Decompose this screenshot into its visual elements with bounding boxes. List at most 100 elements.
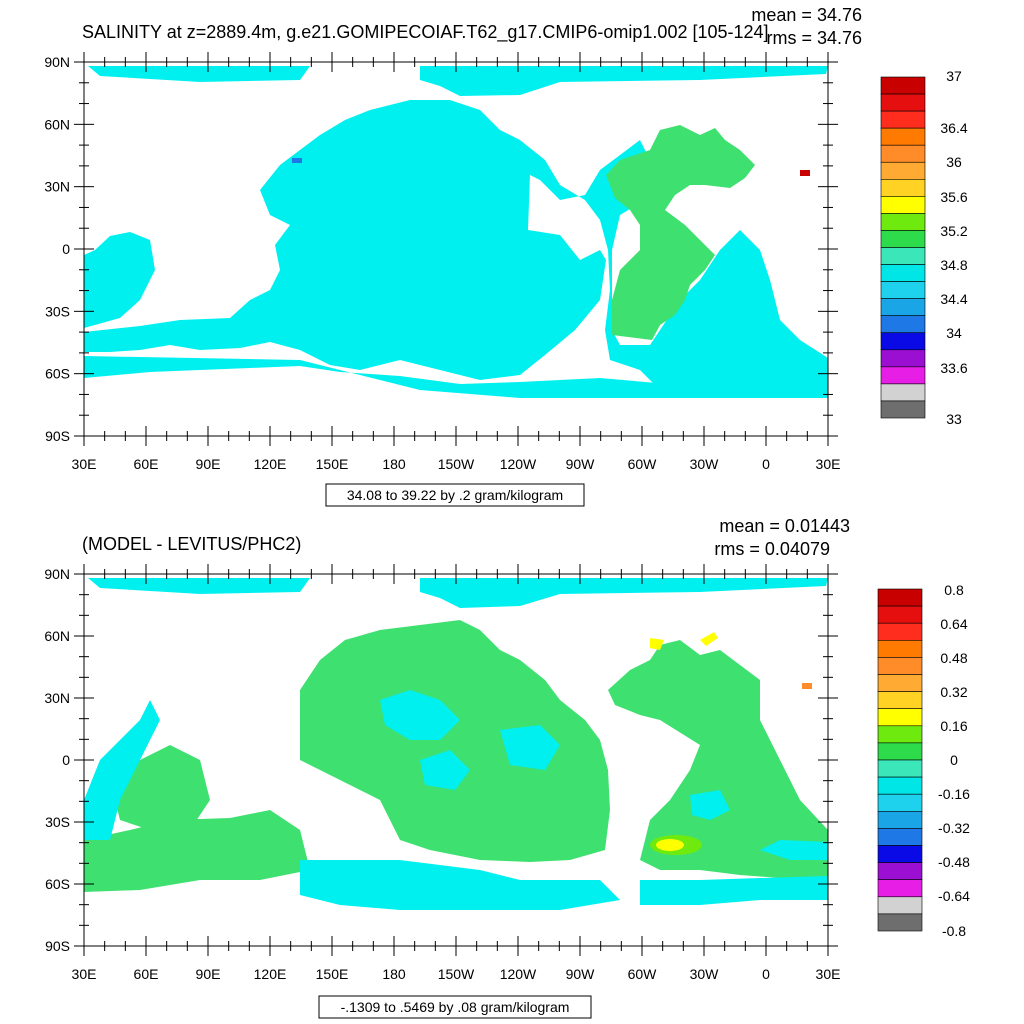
colorbar-label: -0.8 xyxy=(942,923,966,939)
lat-label: 90N xyxy=(44,566,70,582)
colorbar-label: 0.64 xyxy=(940,616,967,632)
colorbar-swatch xyxy=(880,230,926,248)
bottom-title: (MODEL - LEVITUS/PHC2) xyxy=(82,534,301,554)
colorbar-swatch xyxy=(877,913,923,932)
colorbar-label: -0.16 xyxy=(938,786,970,802)
colorbar-swatch xyxy=(877,639,923,658)
top-range-box xyxy=(325,483,585,507)
top-range-text: 34.08 to 39.22 by .2 gram/kilogram xyxy=(347,487,563,503)
lon-label: 150E xyxy=(316,456,349,472)
bottom-yellow-north2 xyxy=(700,632,718,646)
top-lon-labels: 30E 60E 90E 120E 150E 180 150W 120W 90W 60W 30W 0 30… xyxy=(72,456,841,472)
lat-label: 60S xyxy=(45,876,70,892)
top-title: SALINITY at z=2889.4m, g.e21.GOMIPECOIAF… xyxy=(82,22,769,43)
colorbar-swatch xyxy=(880,383,926,402)
lon-label: 30E xyxy=(72,456,97,472)
colorbar-label: 36 xyxy=(946,154,962,170)
top-mean: mean = 34.76 xyxy=(751,5,862,25)
lat-label: 60N xyxy=(44,628,70,644)
lat-label: 90S xyxy=(45,938,70,954)
colorbar-swatch xyxy=(880,332,926,351)
bottom-anomaly-yellow xyxy=(656,839,684,851)
colorbar-swatch xyxy=(877,828,923,846)
bottom-arctic-strip xyxy=(88,578,828,608)
colorbar-label: 0.8 xyxy=(944,582,964,598)
lat-label: 30S xyxy=(45,814,70,830)
bottom-colorbar: 0.8 0.64 0.48 0.32 0.16 0 -0.16 -0.32 -0.48 -0.64… xyxy=(877,582,970,939)
lon-label: 180 xyxy=(382,966,406,982)
colorbar-swatch xyxy=(877,896,923,915)
lon-label: 120E xyxy=(254,456,287,472)
colorbar-swatch xyxy=(877,725,923,744)
lon-label: 30W xyxy=(690,456,720,472)
colorbar-swatch xyxy=(880,110,926,129)
top-med-dot xyxy=(800,170,810,176)
top-lat-labels: 90N 60N 30N 0 30S 60S 90S xyxy=(44,54,70,444)
bottom-lon-labels: 30E 60E 90E 120E 150E 180 150W 120W 90W 60W 30W 0 30… xyxy=(72,966,841,982)
colorbar-swatch xyxy=(877,845,923,863)
colorbar-swatch xyxy=(880,196,926,214)
bottom-axis-ticks xyxy=(74,564,838,956)
colorbar-swatch xyxy=(880,400,926,419)
colorbar-swatch xyxy=(880,349,926,368)
lat-label: 60N xyxy=(44,116,70,132)
colorbar-swatch xyxy=(880,161,926,180)
colorbar-label: 34.4 xyxy=(940,291,967,307)
top-axis-ticks xyxy=(74,52,838,446)
colorbar-label: 33.6 xyxy=(940,360,967,376)
colorbar-swatch xyxy=(877,674,923,692)
colorbar-swatch xyxy=(877,810,923,829)
lon-label: 0 xyxy=(762,966,770,982)
colorbar-swatch xyxy=(877,588,923,607)
lon-label: 120W xyxy=(500,966,537,982)
top-map: 90N 60N 30N 0 30S 60S 90S 30E 60E 90E 120E 150E 180… xyxy=(44,52,840,472)
bottom-panel: (MODEL - LEVITUS/PHC2) mean = 0.01443 rm… xyxy=(44,516,970,1019)
colorbar-label: 0.48 xyxy=(940,650,967,666)
bottom-med-dot xyxy=(802,683,812,689)
colorbar-swatch xyxy=(880,127,926,146)
colorbar-swatch xyxy=(880,213,926,231)
colorbar-swatch xyxy=(877,793,923,812)
bottom-range-box xyxy=(318,995,592,1019)
lat-label: 90N xyxy=(44,54,70,70)
bottom-map: 90N 60N 30N 0 30S 60S 90S 30E 60E 90E 120E 150E 180… xyxy=(44,564,840,982)
colorbar-swatch xyxy=(880,315,926,334)
lon-label: 90W xyxy=(566,456,596,472)
colorbar-label: 37 xyxy=(946,68,962,84)
lon-label: 150W xyxy=(438,966,475,982)
colorbar-swatch xyxy=(877,742,923,761)
lon-label: 30E xyxy=(816,966,841,982)
top-colorbar: 37 36.4 36 35.6 35.2 34.8 34.4 34 33.6 33 xyxy=(880,68,968,427)
top-rms: rms = 34.76 xyxy=(766,28,862,48)
lon-label: 30E xyxy=(816,456,841,472)
colorbar-swatch xyxy=(880,76,926,95)
colorbar-swatch xyxy=(880,247,926,265)
colorbar-label: -0.48 xyxy=(938,854,970,870)
lon-label: 120E xyxy=(254,966,287,982)
colorbar-swatch xyxy=(877,759,923,778)
colorbar-swatch xyxy=(877,776,923,795)
colorbar-label: 35.6 xyxy=(940,189,967,205)
colorbar-swatch xyxy=(880,298,926,316)
colorbar-swatch xyxy=(877,708,923,727)
lat-label: 0 xyxy=(62,241,70,257)
lon-label: 30E xyxy=(72,966,97,982)
lat-label: 30S xyxy=(45,303,70,319)
lat-label: 30N xyxy=(44,179,70,195)
lon-label: 60E xyxy=(134,456,159,472)
colorbar-label: 34 xyxy=(946,325,962,341)
top-atlantic-green xyxy=(606,125,755,340)
lon-label: 150W xyxy=(438,456,475,472)
lon-label: 60W xyxy=(628,456,658,472)
colorbar-label: 0 xyxy=(950,752,958,768)
lat-label: 0 xyxy=(62,752,70,768)
colorbar-swatch xyxy=(880,281,926,299)
colorbar-swatch xyxy=(877,879,923,898)
colorbar-swatch xyxy=(880,264,926,282)
top-panel: SALINITY at z=2889.4m, g.e21.GOMIPECOIAF… xyxy=(44,5,968,507)
lat-label: 60S xyxy=(45,366,70,382)
colorbar-label: -0.32 xyxy=(938,820,970,836)
lon-label: 60E xyxy=(134,966,159,982)
colorbar-swatch xyxy=(880,93,926,112)
